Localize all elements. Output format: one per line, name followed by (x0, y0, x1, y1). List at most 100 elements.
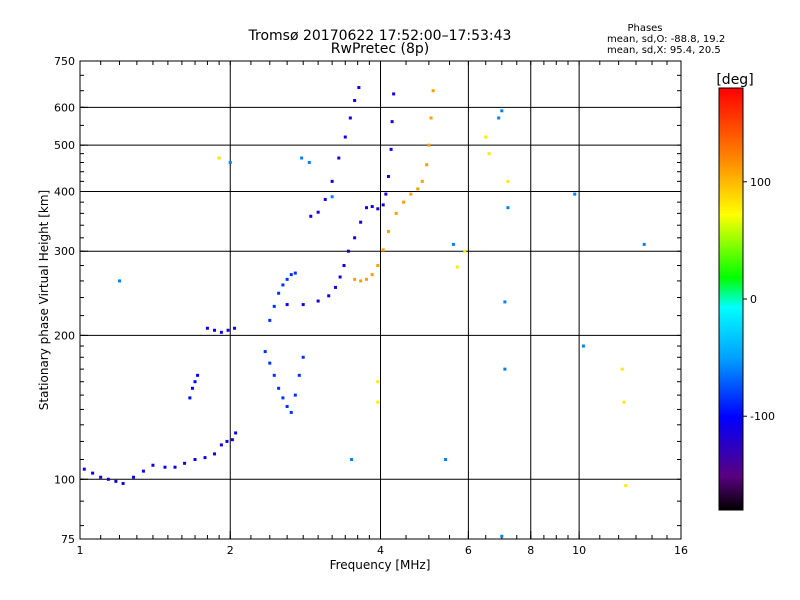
x-tick-label: 2 (227, 544, 234, 557)
data-point (297, 373, 301, 377)
data-point (381, 203, 385, 207)
data-point (225, 439, 229, 443)
data-point (581, 344, 585, 348)
data-point (359, 279, 363, 283)
data-point (205, 326, 209, 330)
x-axis-label: Frequency [MHz] (330, 558, 431, 572)
data-point (487, 152, 491, 156)
x-tick-label: 1 (77, 544, 84, 557)
data-point (285, 277, 289, 281)
data-point (281, 283, 285, 287)
y-tick-label: 300 (54, 245, 75, 258)
data-point (196, 373, 200, 377)
x-tick-label: 8 (527, 544, 534, 557)
data-point (394, 211, 398, 215)
data-points (82, 86, 646, 538)
data-point (301, 355, 305, 359)
data-point (427, 143, 431, 147)
data-point (463, 249, 467, 253)
data-point (353, 277, 357, 281)
data-point (272, 304, 276, 308)
data-point (289, 410, 293, 414)
data-point (285, 303, 289, 307)
data-point (416, 187, 420, 191)
data-point (91, 471, 95, 475)
data-point (213, 328, 217, 332)
data-point (277, 291, 281, 295)
data-point (455, 265, 459, 269)
data-point (484, 135, 488, 139)
data-point (425, 163, 429, 167)
data-point (506, 179, 510, 183)
colorbar-label: [deg] (716, 72, 753, 88)
data-point (213, 452, 217, 456)
data-point (429, 116, 433, 120)
data-point (622, 400, 626, 404)
data-point (193, 457, 197, 461)
data-point (307, 160, 311, 164)
y-tick-label: 100 (54, 473, 75, 486)
axis-ticks: 1 2 4 6 8 10 16 75 100 200 300 400 500 600 750 (54, 55, 688, 557)
data-point (350, 457, 354, 461)
colorbar-ticks: 100 0 -100 (743, 176, 775, 423)
x-tick-label: 10 (572, 544, 586, 557)
data-point (230, 438, 234, 442)
data-point (503, 367, 507, 371)
phases-o-stats: mean, sd,O: -88.8, 19.2 (607, 34, 725, 45)
data-point (370, 205, 374, 209)
data-point (642, 242, 646, 246)
data-point (272, 373, 276, 377)
chart-subtitle: RwPretec (8p) (331, 41, 429, 57)
data-point (268, 361, 272, 365)
phases-title: Phases (627, 23, 662, 34)
data-point (219, 443, 223, 447)
data-point (500, 109, 504, 113)
data-point (386, 174, 390, 178)
data-point (190, 386, 194, 390)
data-point (420, 179, 424, 183)
data-point (370, 273, 374, 277)
data-point (173, 465, 177, 469)
data-point (226, 328, 230, 332)
data-point (99, 475, 103, 479)
colorbar-tick-label: 0 (750, 293, 757, 306)
data-point (333, 285, 337, 289)
data-point (389, 147, 393, 151)
data-point (193, 380, 197, 384)
data-point (323, 197, 327, 201)
data-point (359, 220, 363, 224)
chart-title: Tromsø 20170622 17:52:00–17:53:43 (248, 28, 512, 44)
data-point (390, 120, 394, 124)
data-point (330, 195, 334, 199)
colorbar (718, 87, 744, 511)
y-tick-label: 500 (54, 139, 75, 152)
data-point (219, 330, 223, 334)
data-point (384, 192, 388, 196)
data-point (114, 479, 118, 483)
data-point (343, 135, 347, 139)
colorbar-tick-label: -100 (750, 410, 775, 423)
data-point (381, 248, 385, 252)
data-point (132, 475, 136, 479)
data-point (151, 463, 155, 467)
x-tick-label: 16 (674, 544, 688, 557)
data-point (289, 273, 293, 277)
data-point (620, 367, 624, 371)
data-point (316, 210, 320, 214)
data-point (451, 242, 455, 246)
data-point (365, 277, 369, 281)
data-point (376, 264, 380, 268)
data-point (141, 469, 145, 473)
data-point (376, 380, 380, 384)
data-point (365, 206, 369, 210)
data-point (353, 99, 357, 103)
data-point (506, 206, 510, 210)
grid-lines (80, 61, 681, 539)
data-point (330, 179, 334, 183)
y-tick-label: 600 (54, 101, 75, 114)
data-point (337, 156, 341, 160)
data-point (497, 116, 501, 120)
data-point (357, 86, 361, 90)
data-point (121, 481, 125, 485)
